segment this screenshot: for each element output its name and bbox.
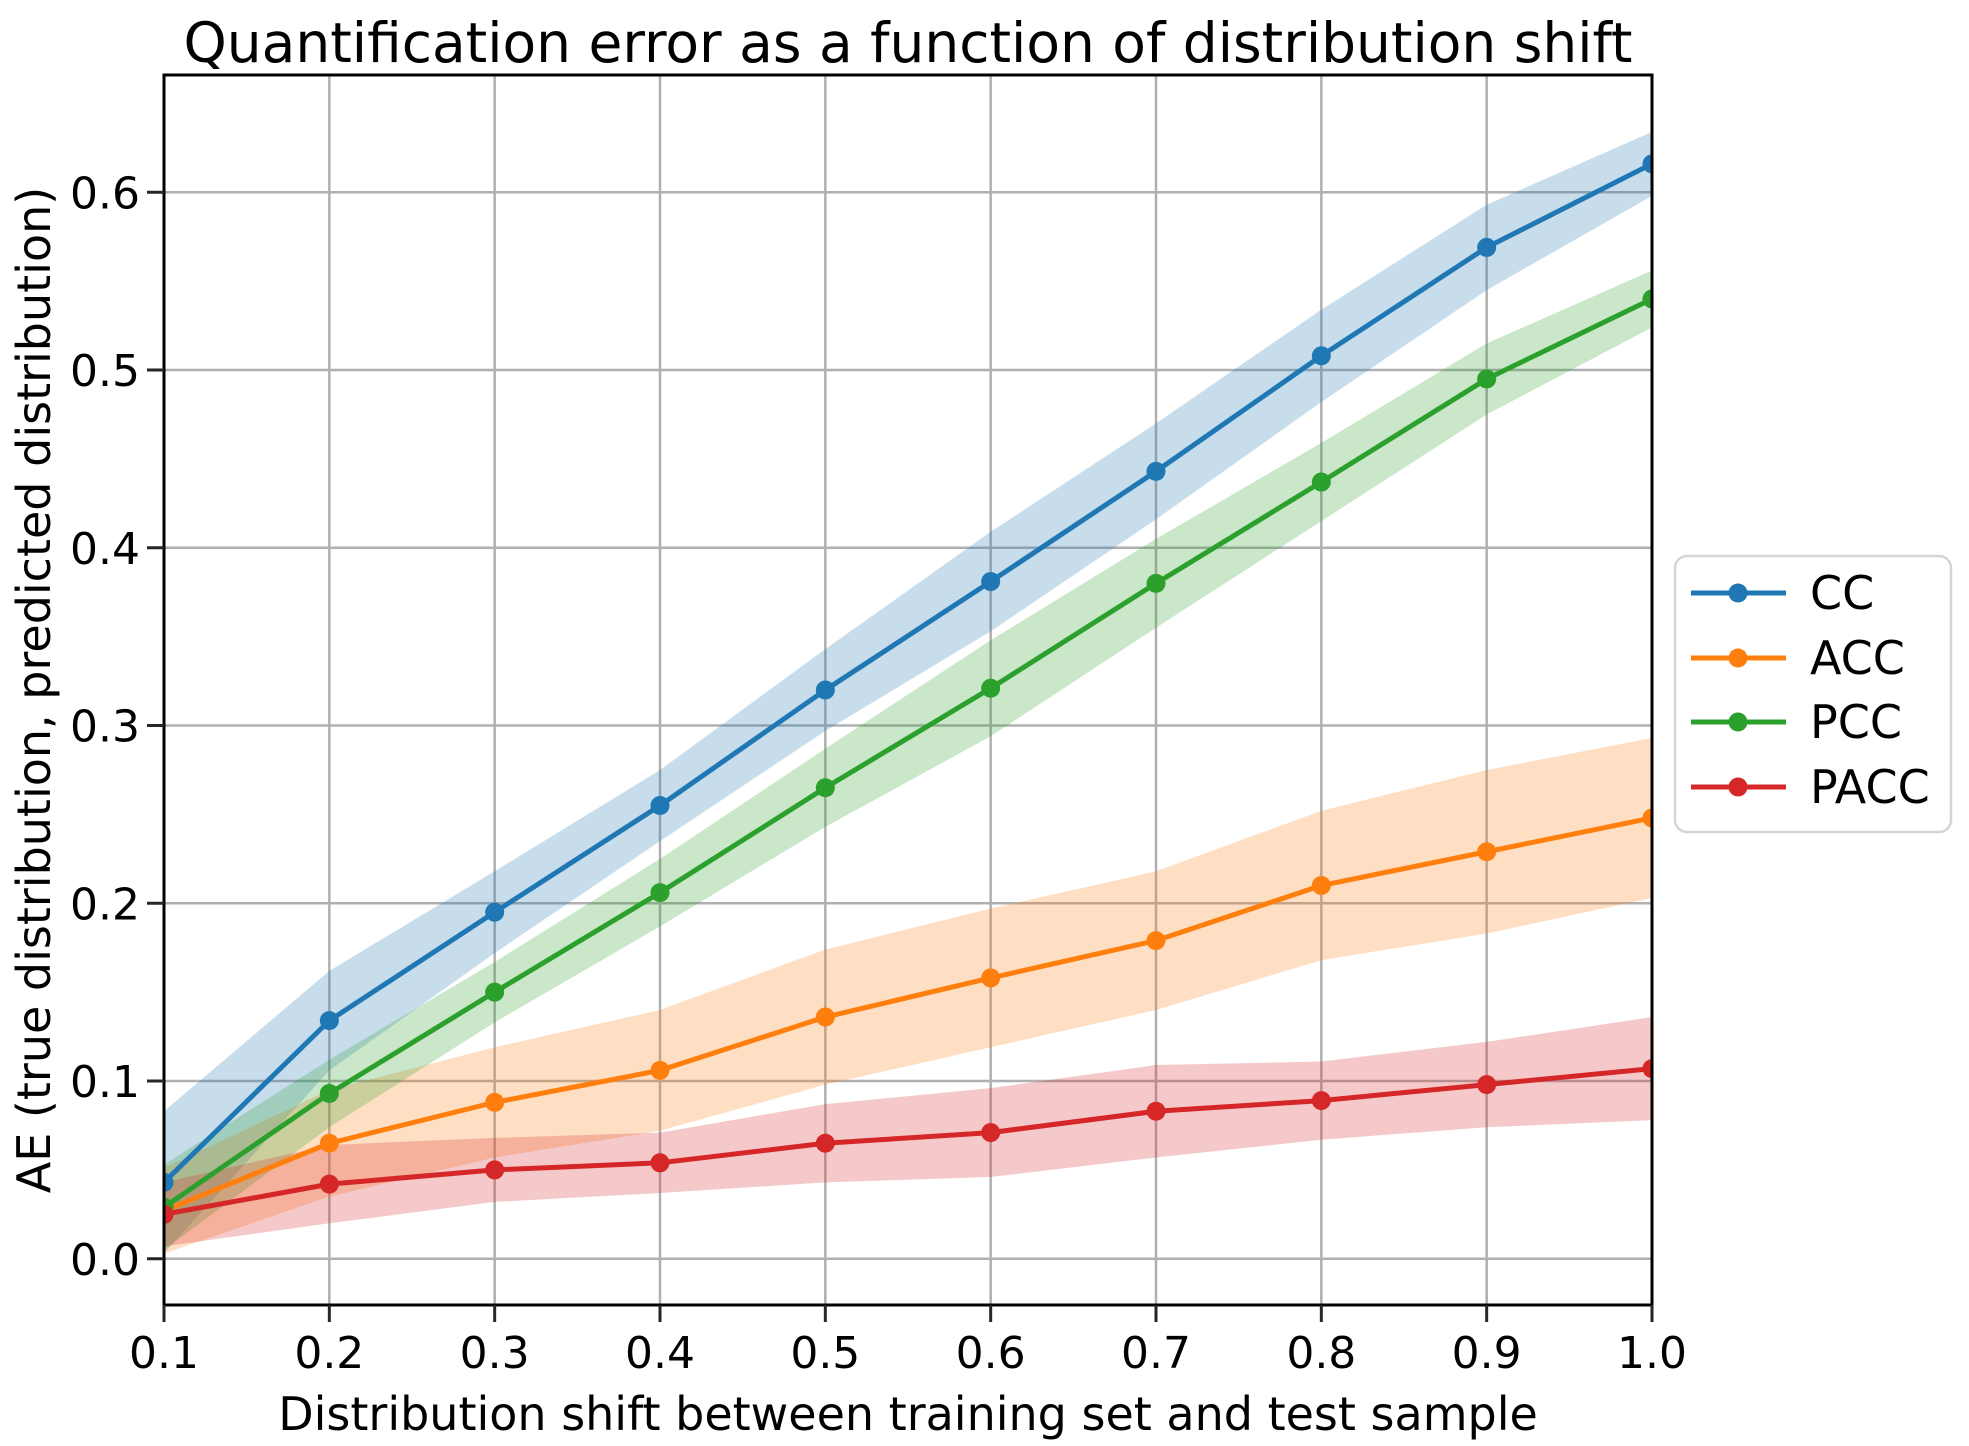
data-point-pacc-0.7 <box>1146 1101 1166 1121</box>
legend-entry-cc: CC <box>1691 566 1874 620</box>
series-line-cc <box>164 161 1652 1185</box>
series-lines <box>164 154 1652 1224</box>
data-point-pcc-0.7 <box>1146 573 1166 593</box>
legend-marker-acc <box>1728 648 1748 668</box>
x-tick-label-0.1: 0.1 <box>129 1328 199 1379</box>
series-pcc <box>164 289 1652 1217</box>
y-tick-labels: 0.0 0.1 0.2 0.3 0.4 0.5 0.6 <box>70 168 140 1285</box>
data-point-cc-0.6 <box>981 572 1001 592</box>
plot-border <box>162 73 1654 1307</box>
data-point-pcc-0.8 <box>1311 472 1331 492</box>
data-point-pcc-1 <box>1642 289 1652 309</box>
legend-marker-pacc <box>1728 777 1748 797</box>
x-tick-label-0.7: 0.7 <box>1121 1328 1191 1379</box>
data-point-pacc-0.3 <box>485 1160 505 1180</box>
data-point-pacc-0.9 <box>1477 1075 1497 1095</box>
series-line-pacc <box>164 1066 1652 1217</box>
data-point-acc-0.5 <box>815 1007 835 1027</box>
legend-marker-pcc <box>1728 712 1748 732</box>
legend-box <box>1673 554 1953 834</box>
series-line-acc <box>164 815 1652 1214</box>
data-point-acc-0.9 <box>1477 842 1497 862</box>
data-point-acc-0.3 <box>485 1092 505 1112</box>
confidence-band-pcc <box>164 270 1652 1250</box>
legend-marker-cc <box>1728 583 1748 603</box>
confidence-band-pacc <box>164 1017 1652 1247</box>
data-point-cc-0.1 <box>164 1172 174 1192</box>
legend-label-cc: CC <box>1810 566 1874 620</box>
chart-title: Quantification error as a function of di… <box>184 11 1633 75</box>
x-tick-label-0.6: 0.6 <box>956 1328 1026 1379</box>
y-tick-label-0.5: 0.5 <box>70 346 140 397</box>
data-point-acc-0.2 <box>319 1133 339 1153</box>
data-point-pcc-0.2 <box>319 1083 339 1103</box>
data-point-pacc-0.8 <box>1311 1091 1331 1111</box>
data-point-cc-0.8 <box>1311 346 1331 366</box>
x-tick-label-0.5: 0.5 <box>790 1328 860 1379</box>
data-point-pcc-0.3 <box>485 982 505 1002</box>
y-tick-label-0.1: 0.1 <box>70 1057 140 1108</box>
data-point-pacc-0.2 <box>319 1174 339 1194</box>
y-tick-label-0.3: 0.3 <box>70 702 140 753</box>
data-point-pacc-0.5 <box>815 1133 835 1153</box>
confidence-bands <box>164 131 1652 1254</box>
series-pacc <box>164 1059 1652 1224</box>
data-point-cc-0.5 <box>815 680 835 700</box>
data-point-acc-0.8 <box>1311 876 1331 896</box>
legend-entry-acc: ACC <box>1691 631 1905 685</box>
data-point-pacc-0.4 <box>650 1153 670 1173</box>
x-tick-label-1: 1.0 <box>1617 1328 1687 1379</box>
x-tick-label-0.2: 0.2 <box>294 1328 364 1379</box>
data-point-pacc-0.6 <box>981 1123 1001 1143</box>
x-axis-label: Distribution shift between training set … <box>278 1387 1538 1441</box>
y-tick-label-0.2: 0.2 <box>70 879 140 930</box>
data-point-acc-1 <box>1642 808 1652 828</box>
legend-label-pacc: PACC <box>1810 760 1930 814</box>
x-tick-label-0.4: 0.4 <box>625 1328 695 1379</box>
data-point-cc-0.3 <box>485 902 505 922</box>
x-tick-label-0.8: 0.8 <box>1286 1328 1356 1379</box>
legend-entries: CC ACC PCC PACC <box>1691 566 1930 814</box>
data-point-cc-1 <box>1642 154 1652 174</box>
y-tick-label-0: 0.0 <box>70 1235 140 1286</box>
x-tick-label-0.9: 0.9 <box>1452 1328 1522 1379</box>
legend-entry-pacc: PACC <box>1691 760 1930 814</box>
legend-label-acc: ACC <box>1810 631 1905 685</box>
legend-label-pcc: PCC <box>1810 695 1902 749</box>
x-tick-label-0.3: 0.3 <box>460 1328 530 1379</box>
y-tick-label-0.4: 0.4 <box>70 524 140 575</box>
series-cc <box>164 154 1652 1192</box>
legend: CC ACC PCC PACC <box>1673 554 1953 834</box>
confidence-band-cc <box>164 131 1652 1254</box>
y-tick-label-0.6: 0.6 <box>70 168 140 219</box>
data-point-acc-0.6 <box>981 968 1001 988</box>
data-point-acc-0.4 <box>650 1060 670 1080</box>
data-point-cc-0.9 <box>1477 237 1497 257</box>
data-point-pcc-0.4 <box>650 883 670 903</box>
legend-entry-pcc: PCC <box>1691 695 1902 749</box>
data-point-cc-0.7 <box>1146 461 1166 481</box>
y-axis-label: AE (true distribution, predicted distrib… <box>7 187 61 1193</box>
x-tick-labels: 0.1 0.2 0.3 0.4 0.5 0.6 0.7 0.8 0.9 1.0 <box>129 1328 1687 1379</box>
data-point-pacc-1 <box>1642 1059 1652 1079</box>
data-point-pcc-0.5 <box>815 778 835 798</box>
data-point-cc-0.2 <box>319 1011 339 1031</box>
series-line-pcc <box>164 296 1652 1210</box>
axis-ticks <box>147 190 1654 1322</box>
data-point-pcc-0.9 <box>1477 369 1497 389</box>
data-point-pcc-0.6 <box>981 678 1001 698</box>
data-point-pacc-0.1 <box>164 1204 174 1224</box>
data-point-acc-0.7 <box>1146 931 1166 951</box>
data-point-cc-0.4 <box>650 796 670 816</box>
